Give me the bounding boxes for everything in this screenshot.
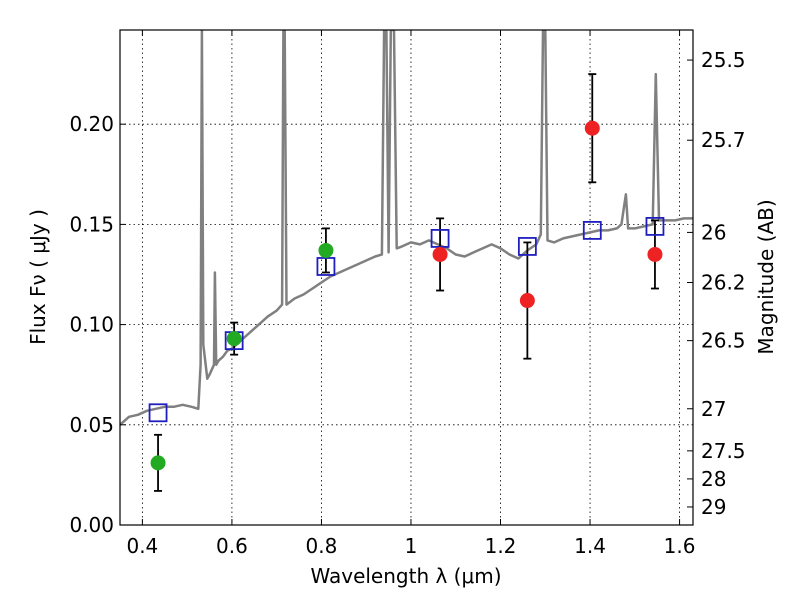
plot-frame <box>119 29 694 526</box>
observed-circle-marker <box>647 246 663 262</box>
model-square-marker <box>316 257 336 276</box>
grid-lines <box>120 30 693 526</box>
observed-circle-marker <box>584 120 600 136</box>
x-tick-label: 0.8 <box>306 534 338 558</box>
observed-circle-marker <box>432 246 448 262</box>
y-axis-label-right: Magnitude (AB) <box>754 199 778 354</box>
model-square-marker <box>517 237 537 256</box>
y-tick-label: 0.05 <box>69 413 114 437</box>
y-axis-label: Flux Fν ( μJy ) <box>26 209 50 345</box>
model-square-marker <box>430 229 450 248</box>
y-right-tick-label: 29 <box>701 495 726 519</box>
y-right-tick-label: 25.5 <box>701 48 746 72</box>
axis-ticks: 0.4 0.6 0.8 1 1.2 1.4 1.6 0.00 0.05 0.10 0.15 0.20 2… <box>69 30 746 558</box>
y-right-tick-label: 27 <box>701 397 726 421</box>
model-square-marker <box>148 403 168 423</box>
spectrum-layer <box>120 30 693 426</box>
observed-circle-marker <box>519 293 535 309</box>
spectrum-line <box>120 30 693 426</box>
data-markers <box>148 120 665 471</box>
x-tick-label: 0.4 <box>126 534 158 558</box>
y-right-tick-label: 28 <box>701 467 726 491</box>
y-right-tick-label: 26.2 <box>701 271 746 295</box>
y-right-tick-label: 27.5 <box>701 439 746 463</box>
y-tick-label: 0.15 <box>69 212 114 236</box>
observed-circle-marker <box>318 242 334 258</box>
x-tick-label: 1.6 <box>664 534 696 558</box>
observed-circle-marker <box>226 331 242 347</box>
x-tick-label: 0.6 <box>216 534 248 558</box>
model-square-marker <box>645 216 665 236</box>
y-tick-label: 0.20 <box>69 112 114 136</box>
error-bars <box>154 73 659 492</box>
y-tick-label: 0.00 <box>69 513 114 537</box>
model-square-marker <box>582 221 602 240</box>
y-right-tick-label: 26.5 <box>701 329 746 353</box>
y-right-tick-label: 26 <box>701 220 726 244</box>
y-right-tick-label: 25.7 <box>701 128 746 152</box>
y-tick-label: 0.10 <box>69 313 114 337</box>
observed-circle-marker <box>150 455 166 471</box>
x-tick-label: 1.4 <box>574 534 606 558</box>
x-tick-label: 1 <box>405 534 418 558</box>
x-axis-label: Wavelength λ (μm) <box>310 564 501 588</box>
x-tick-label: 1.2 <box>485 534 517 558</box>
